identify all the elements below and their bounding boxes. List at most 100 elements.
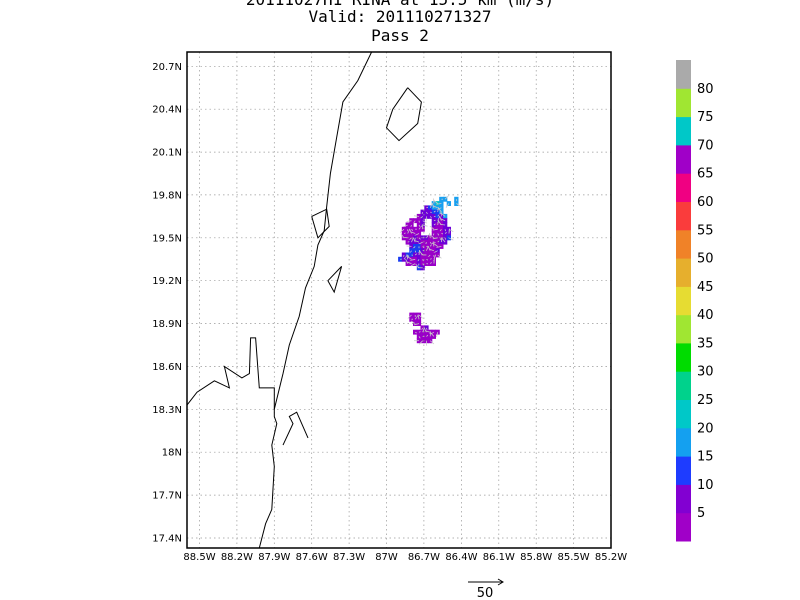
wind-vector [407, 256, 412, 260]
longitude-tick-label: 87W [375, 552, 398, 563]
inland-water [311, 208, 330, 239]
wind-cell [431, 222, 436, 228]
colorbar-swatch [676, 427, 691, 457]
colorbar-label: 55 [697, 223, 714, 238]
wind-vector [436, 332, 439, 338]
latitude-tick-label: 20.1N [152, 148, 182, 159]
wind-cell [413, 218, 418, 224]
wind-vector [403, 224, 408, 228]
wind-vector [422, 224, 428, 227]
coastline-yucatan [273, 51, 373, 410]
wind-cell [443, 239, 448, 245]
wind-vector [439, 215, 442, 221]
wind-vector [418, 314, 423, 319]
wind-cell [416, 312, 422, 318]
wind-cell [428, 338, 433, 344]
longitude-tick-label: 87.6W [296, 552, 328, 563]
latitude-tick-label: 20.7N [152, 62, 182, 73]
wind-cell [409, 222, 414, 228]
wind-cell [428, 205, 433, 211]
title-line-1: 20111027H1 RINA at 15.5 km (m/s) [0, 0, 800, 8]
map-frame [186, 51, 612, 549]
wind-cell [439, 196, 444, 202]
colorbar-label: 50 [697, 252, 714, 267]
wind-cell [420, 226, 425, 232]
longitude-tick-label: 86.4W [445, 552, 477, 563]
latitude-tick-label: 18.3N [152, 405, 182, 416]
title-line-3: Pass 2 [371, 26, 429, 45]
wind-vector [431, 202, 435, 208]
wind-vector [414, 233, 420, 237]
wind-cell [446, 231, 451, 236]
wind-vector [413, 215, 420, 217]
wind-vector [432, 228, 438, 231]
colorbar-swatch [676, 88, 691, 118]
wind-cell [431, 213, 436, 219]
wind-vector [440, 218, 446, 222]
wind-cell [431, 209, 436, 215]
colorbar-label: 15 [697, 450, 714, 465]
wind-vector [433, 254, 437, 260]
latitude-tick-label: 19.8N [152, 190, 182, 201]
wind-vector [417, 314, 420, 320]
wind-vector [410, 263, 416, 267]
wind-cell [443, 196, 448, 202]
inland-water [327, 266, 343, 294]
wind-cell [420, 235, 425, 241]
wind-cell [413, 252, 418, 258]
wind-vector [414, 323, 420, 326]
colorbar-label: 75 [697, 110, 714, 125]
wind-vector [433, 243, 438, 247]
wind-cell [409, 248, 414, 254]
wind-cell [439, 231, 444, 236]
wind-cell [409, 231, 414, 236]
wind-cell [416, 226, 422, 232]
wind-vector [437, 207, 439, 213]
wind-vector [421, 224, 424, 230]
wind-cell [435, 329, 440, 335]
wind-cell [409, 239, 414, 245]
wind-vector [425, 330, 431, 333]
wind-vector [405, 258, 409, 264]
wind-cell [431, 334, 436, 339]
wind-cell [428, 244, 433, 249]
colorbar-swatch [676, 229, 691, 259]
wind-cell [420, 325, 425, 331]
longitude-tick-label: 86.1W [483, 552, 515, 563]
colorbar-label: 25 [697, 393, 714, 408]
longitude-tick-label: 88.5W [183, 552, 215, 563]
latitude-tick-label: 17.7N [152, 491, 182, 502]
longitude-tick-label: 85.2W [595, 552, 627, 563]
wind-cell [420, 244, 425, 249]
wind-vector [418, 249, 420, 256]
wind-cell [431, 218, 436, 224]
wind-cell [409, 316, 414, 322]
colorbar-label: 60 [697, 195, 714, 210]
wind-vector [437, 219, 439, 226]
colorbar-swatch [676, 60, 691, 89]
wind-vector [414, 240, 420, 243]
wind-cell [416, 261, 422, 266]
wind-vector [440, 212, 446, 217]
colorbar-label: 65 [697, 167, 714, 182]
wind-vector [418, 340, 423, 345]
wind-vector [410, 258, 416, 261]
wind-vector [414, 315, 419, 320]
vector-reference: 50 [468, 578, 504, 600]
bay-outline [282, 411, 309, 446]
wind-cell [413, 316, 418, 322]
wind-vector [407, 314, 412, 319]
wind-cell [420, 218, 425, 224]
wind-vector [411, 237, 414, 243]
wind-cell [420, 261, 425, 266]
wind-cell [416, 222, 422, 228]
wind-vector [436, 203, 442, 205]
colorbar-swatch [676, 258, 691, 287]
wind-cell [431, 201, 436, 206]
colorbar-label: 40 [697, 308, 714, 323]
wind-cell [413, 329, 418, 335]
wind-cell [416, 256, 422, 262]
wind-cell [424, 252, 429, 258]
longitude-tick-label: 86.7W [408, 552, 440, 563]
